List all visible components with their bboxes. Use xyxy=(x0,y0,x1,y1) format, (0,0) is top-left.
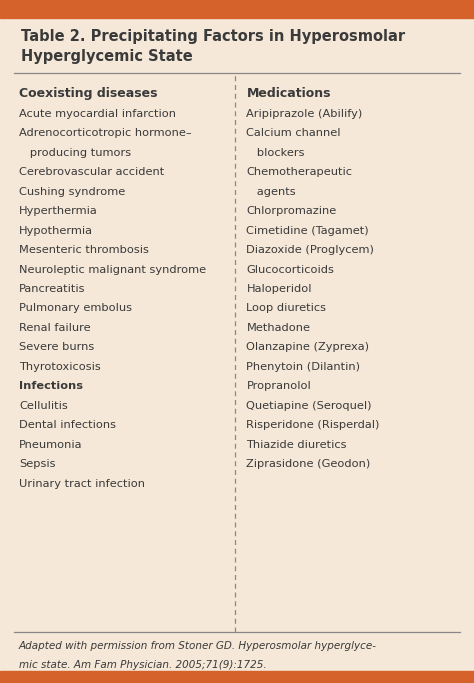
Text: Pancreatitis: Pancreatitis xyxy=(19,284,85,294)
Text: Hyperthermia: Hyperthermia xyxy=(19,206,98,216)
Text: Chlorpromazine: Chlorpromazine xyxy=(246,206,337,216)
Text: Risperidone (Risperdal): Risperidone (Risperdal) xyxy=(246,420,380,430)
Text: Aripiprazole (Abilify): Aripiprazole (Abilify) xyxy=(246,109,363,119)
Text: Renal failure: Renal failure xyxy=(19,323,91,333)
Text: mic state. Am Fam Physician. 2005;71(9):1725.: mic state. Am Fam Physician. 2005;71(9):… xyxy=(19,660,266,670)
Text: Cerebrovascular accident: Cerebrovascular accident xyxy=(19,167,164,177)
Text: Coexisting diseases: Coexisting diseases xyxy=(19,87,157,100)
Text: Phenytoin (Dilantin): Phenytoin (Dilantin) xyxy=(246,362,361,372)
Text: Cushing syndrome: Cushing syndrome xyxy=(19,186,125,197)
Text: Adapted with permission from Stoner GD. Hyperosmolar hyperglyce-: Adapted with permission from Stoner GD. … xyxy=(19,641,377,651)
Text: Acute myocardial infarction: Acute myocardial infarction xyxy=(19,109,176,119)
Text: Pulmonary embolus: Pulmonary embolus xyxy=(19,303,132,313)
Text: Thyrotoxicosis: Thyrotoxicosis xyxy=(19,362,100,372)
Text: Severe burns: Severe burns xyxy=(19,342,94,352)
Text: Ziprasidone (Geodon): Ziprasidone (Geodon) xyxy=(246,459,371,469)
Text: Glucocorticoids: Glucocorticoids xyxy=(246,264,334,275)
Text: Thiazide diuretics: Thiazide diuretics xyxy=(246,440,347,449)
Text: Hypothermia: Hypothermia xyxy=(19,225,93,236)
Bar xyxy=(0,0,474,18)
Text: agents: agents xyxy=(246,186,296,197)
Text: blockers: blockers xyxy=(246,148,305,158)
Text: Propranolol: Propranolol xyxy=(246,381,311,391)
Text: producing tumors: producing tumors xyxy=(19,148,131,158)
Text: Haloperidol: Haloperidol xyxy=(246,284,312,294)
Text: Table 2. Precipitating Factors in Hyperosmolar: Table 2. Precipitating Factors in Hypero… xyxy=(21,29,405,44)
Text: Neuroleptic malignant syndrome: Neuroleptic malignant syndrome xyxy=(19,264,206,275)
Text: Methadone: Methadone xyxy=(246,323,310,333)
Text: Medications: Medications xyxy=(246,87,331,100)
Text: Dental infections: Dental infections xyxy=(19,420,116,430)
Text: Hyperglycemic State: Hyperglycemic State xyxy=(21,49,193,64)
Text: Pneumonia: Pneumonia xyxy=(19,440,82,449)
Text: Cimetidine (Tagamet): Cimetidine (Tagamet) xyxy=(246,225,369,236)
Bar xyxy=(0,671,474,683)
Text: Calcium channel: Calcium channel xyxy=(246,128,341,138)
Text: Quetiapine (Seroquel): Quetiapine (Seroquel) xyxy=(246,401,372,410)
Text: Chemotherapeutic: Chemotherapeutic xyxy=(246,167,353,177)
Text: Mesenteric thrombosis: Mesenteric thrombosis xyxy=(19,245,149,255)
Text: Olanzapine (Zyprexa): Olanzapine (Zyprexa) xyxy=(246,342,369,352)
Text: Sepsis: Sepsis xyxy=(19,459,55,469)
Text: Loop diuretics: Loop diuretics xyxy=(246,303,327,313)
Text: Cellulitis: Cellulitis xyxy=(19,401,68,410)
Text: Adrenocorticotropic hormone–: Adrenocorticotropic hormone– xyxy=(19,128,191,138)
Text: Urinary tract infection: Urinary tract infection xyxy=(19,479,145,488)
Text: Diazoxide (Proglycem): Diazoxide (Proglycem) xyxy=(246,245,374,255)
Text: Infections: Infections xyxy=(19,381,83,391)
